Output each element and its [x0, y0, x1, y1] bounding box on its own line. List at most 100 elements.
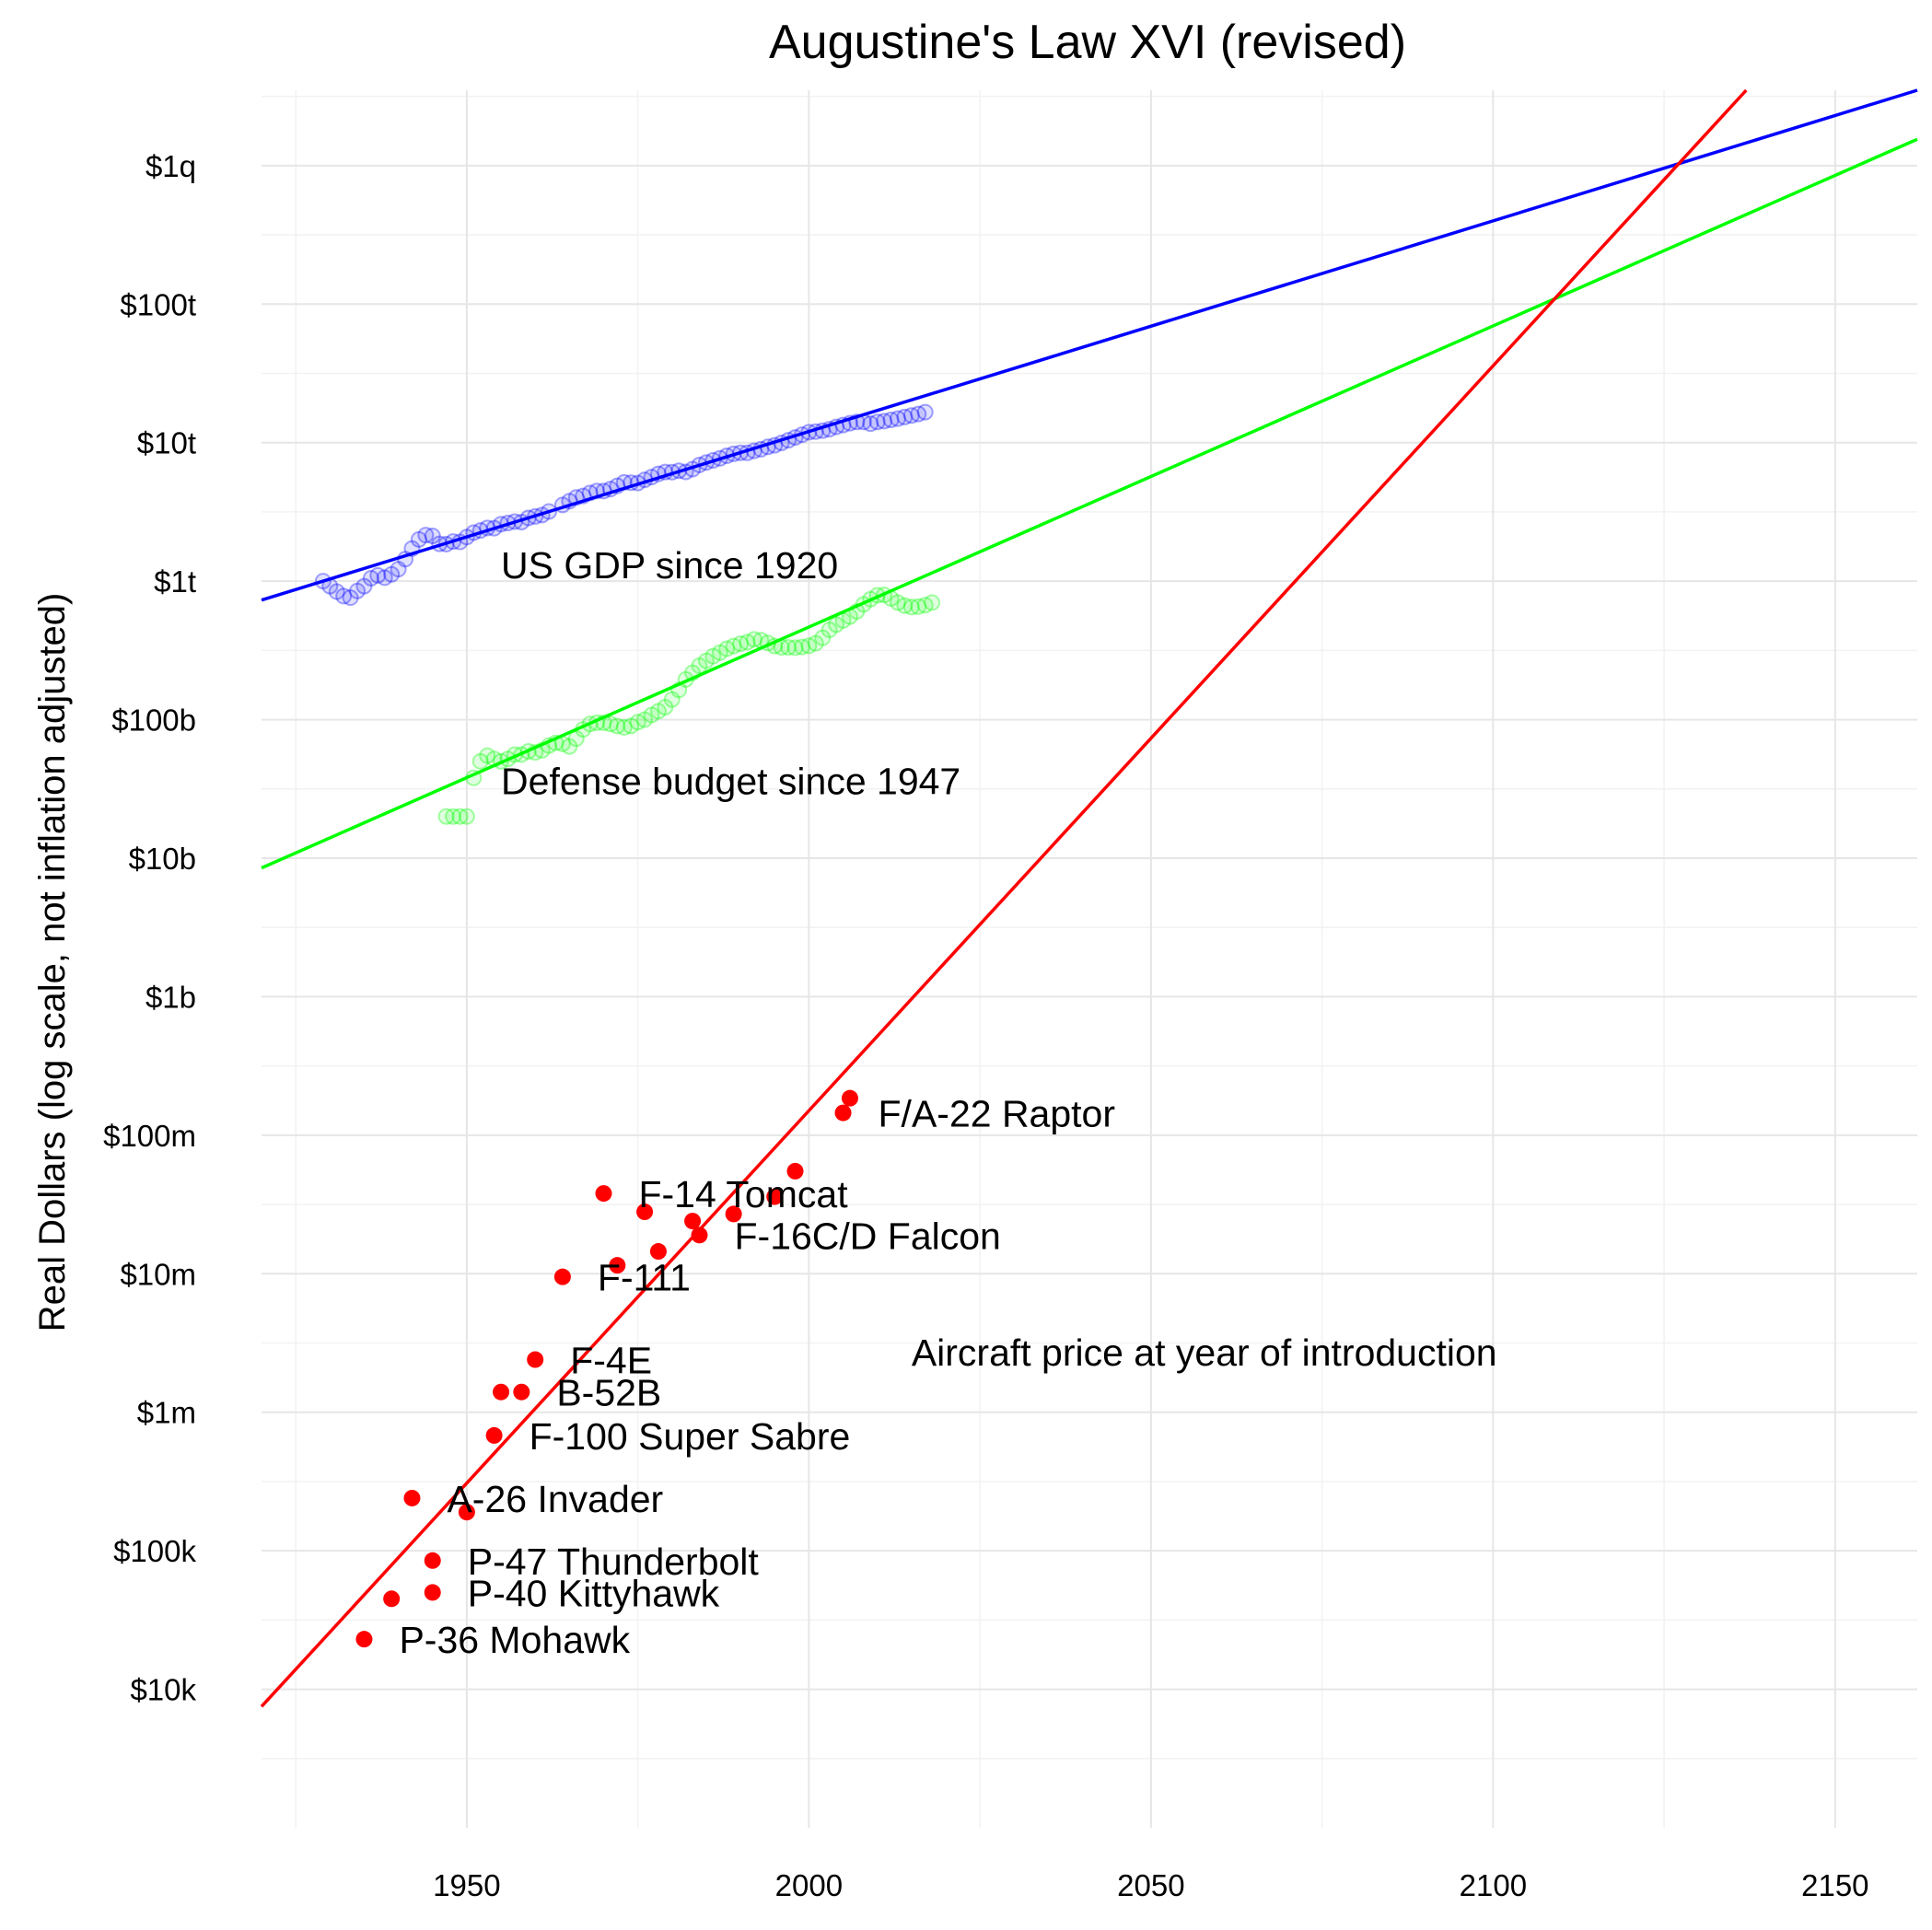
aircraft-point	[691, 1227, 708, 1244]
aircraft-point	[403, 1489, 421, 1506]
x-tick-label: 2150	[1801, 1868, 1868, 1902]
y-tick-label: $1t	[154, 564, 196, 599]
defense-point	[800, 637, 818, 655]
defense-point	[786, 639, 804, 657]
defense-point	[485, 750, 503, 768]
gdp-point	[657, 463, 674, 481]
defense-point	[561, 738, 578, 755]
defense-point	[615, 718, 633, 736]
defense-point	[506, 746, 523, 763]
gdp-point	[533, 506, 551, 524]
gdp-point	[828, 418, 845, 436]
defense-point	[759, 634, 776, 652]
y-axis-label: Real Dollars (log scale, not inflation a…	[32, 593, 73, 1332]
gdp-point	[513, 513, 530, 530]
gdp-point	[902, 407, 920, 424]
gdp-point	[403, 540, 421, 557]
defense-point	[643, 706, 660, 724]
gdp-point	[390, 561, 407, 578]
defense-point	[739, 634, 756, 651]
gdp-trend-line	[261, 88, 1918, 602]
gdp-point	[575, 487, 592, 505]
aircraft-point	[458, 1504, 475, 1521]
aircraft-point	[493, 1383, 510, 1401]
aircraft-label: F-4E	[570, 1340, 652, 1382]
defense-point	[718, 640, 736, 657]
defense-point	[623, 717, 640, 735]
aircraft-label: P-36 Mohawk	[399, 1619, 630, 1661]
defense-point	[814, 629, 832, 646]
defense-point	[513, 746, 530, 763]
gdp-point	[595, 482, 612, 500]
defense-point	[745, 631, 762, 648]
aircraft-label: P-47 Thunderbolt	[468, 1541, 760, 1583]
defense-point	[527, 744, 544, 762]
gdp-point	[759, 438, 776, 456]
gdp-point	[383, 565, 401, 583]
gdp-point	[567, 489, 585, 506]
major-gridlines	[262, 90, 1917, 1828]
gdp-point	[417, 527, 435, 544]
defense-point	[499, 750, 517, 768]
gdp-point	[691, 456, 708, 473]
defense-point	[581, 715, 599, 733]
gdp-point	[431, 535, 448, 552]
defense-point	[821, 622, 838, 639]
defense-point	[684, 664, 702, 681]
defense-point	[841, 608, 858, 625]
defense-point	[902, 599, 920, 616]
gdp-point	[471, 522, 489, 540]
gdp-point	[793, 426, 810, 444]
aircraft-label: F-111	[598, 1257, 691, 1299]
gdp-point	[711, 449, 728, 467]
defense-point	[868, 587, 886, 604]
aircraft-point	[383, 1590, 401, 1608]
gdp-point	[745, 442, 762, 459]
gdp-point	[889, 410, 906, 427]
gdp-point	[499, 514, 517, 531]
gdp-point	[725, 445, 742, 462]
y-tick-label: $100t	[120, 287, 196, 321]
aircraft-point	[649, 1243, 667, 1261]
defense-point	[924, 594, 941, 611]
x-axis-ticks: 1950 2000 2050 2100 2150	[433, 1868, 1868, 1902]
y-tick-label: $1b	[145, 980, 196, 1014]
gdp-point	[328, 583, 345, 600]
gdp-point	[800, 424, 818, 441]
gdp-point	[773, 434, 790, 451]
gdp-point	[848, 413, 866, 431]
defense-point	[677, 670, 694, 688]
gdp-point	[445, 533, 462, 551]
trend-lines	[260, 88, 1918, 1708]
gdp-point	[349, 582, 367, 599]
gdp-point	[649, 465, 667, 482]
gdp-point	[355, 577, 373, 595]
gdp-point	[581, 484, 599, 502]
defense-point	[882, 589, 900, 607]
gdp-point	[766, 436, 784, 454]
aircraft-point	[684, 1213, 702, 1230]
defense-point	[465, 769, 483, 786]
defense-point	[773, 638, 790, 656]
gdp-point	[615, 473, 633, 491]
aircraft-point	[513, 1383, 530, 1401]
gdp-point	[862, 415, 879, 433]
gdp-point	[752, 440, 770, 458]
gdp-point	[636, 471, 654, 489]
gdp-point	[807, 423, 824, 440]
gdp-point	[479, 519, 496, 537]
defense-point	[766, 637, 784, 655]
gdp-point	[397, 551, 414, 568]
gdp-point	[643, 469, 660, 486]
minor-gridlines	[262, 90, 1917, 1828]
gdp-point	[868, 413, 886, 431]
annotation-text: US GDP since 1920	[501, 544, 838, 587]
gdp-point	[410, 530, 427, 548]
gdp-point	[314, 573, 332, 590]
y-tick-label: $100m	[103, 1119, 196, 1153]
defense-point	[752, 632, 770, 649]
defense-point	[848, 602, 866, 620]
y-tick-label: $100b	[111, 703, 196, 738]
gdp-point	[541, 503, 558, 520]
